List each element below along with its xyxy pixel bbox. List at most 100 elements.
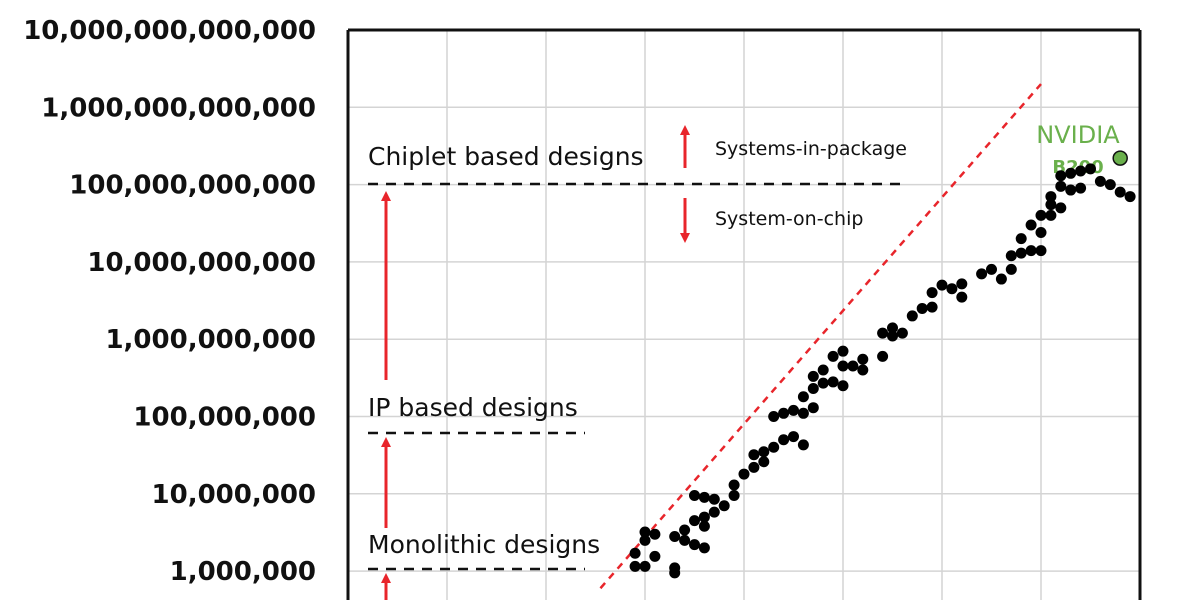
data-point	[1035, 209, 1047, 221]
data-point	[689, 515, 700, 527]
data-point	[689, 539, 700, 551]
data-point	[1035, 245, 1047, 257]
data-point	[807, 370, 819, 382]
data-point	[1025, 245, 1037, 257]
data-point	[1045, 191, 1057, 203]
data-point	[877, 327, 889, 339]
data-point	[877, 350, 889, 362]
data-point	[817, 377, 829, 389]
data-point	[807, 402, 819, 414]
data-point	[728, 479, 740, 491]
data-point	[768, 441, 780, 453]
y-tick-label: 1,000,000,000,000	[41, 93, 316, 123]
data-point	[956, 278, 968, 290]
nvidia-b200-point	[1112, 150, 1128, 166]
data-point	[807, 383, 819, 395]
data-point	[708, 493, 720, 505]
data-point	[1065, 167, 1077, 179]
data-point	[896, 327, 908, 339]
data-point	[768, 411, 780, 422]
y-axis-tick-labels: 1,000,000 10,000,000 100,000,000 1,000,000,…	[23, 16, 316, 587]
data-point	[1015, 247, 1027, 259]
data-point	[926, 287, 938, 299]
data-point	[1025, 219, 1037, 231]
data-point	[1015, 233, 1027, 245]
data-point	[847, 360, 859, 372]
data-point	[837, 360, 849, 372]
data-point	[857, 364, 869, 376]
system-on-chip-label: System-on-chip	[715, 208, 863, 230]
data-point	[1075, 182, 1087, 194]
data-point	[837, 345, 849, 357]
data-point	[827, 350, 839, 362]
data-point	[708, 506, 720, 518]
data-point	[946, 283, 958, 295]
data-point	[857, 353, 869, 365]
data-point	[778, 434, 790, 446]
data-point	[698, 491, 710, 503]
data-point	[1104, 179, 1116, 191]
data-point	[1045, 199, 1057, 211]
y-tick-label: 100,000,000,000	[69, 171, 316, 201]
y-tick-label: 1,000,000	[170, 557, 316, 587]
data-point	[698, 542, 710, 554]
data-point	[1055, 180, 1067, 192]
data-point	[1035, 227, 1047, 239]
data-point	[906, 310, 918, 322]
data-point	[1094, 175, 1106, 187]
data-point	[817, 364, 829, 376]
data-point	[1055, 202, 1067, 214]
data-point	[629, 560, 641, 572]
data-point	[748, 461, 760, 473]
ip-designs-label: IP based designs	[368, 393, 578, 422]
data-point	[827, 376, 839, 388]
data-point	[629, 547, 641, 559]
nvidia-label: NVIDIA	[1036, 121, 1120, 149]
monolithic-designs-label: Monolithic designs	[368, 530, 600, 559]
y-tick-label: 100,000,000	[133, 403, 316, 433]
data-point	[797, 407, 809, 419]
data-point	[1055, 170, 1067, 182]
data-point	[778, 407, 790, 419]
data-point	[718, 500, 730, 512]
data-point	[1005, 250, 1017, 262]
data-point	[837, 380, 849, 392]
data-point	[936, 279, 948, 291]
y-tick-label: 10,000,000,000	[87, 248, 316, 278]
data-point	[649, 550, 661, 562]
data-point	[1114, 186, 1126, 198]
data-point	[639, 534, 651, 546]
data-point	[976, 268, 988, 280]
data-point	[689, 490, 700, 502]
data-point	[758, 446, 770, 458]
data-point	[986, 263, 997, 275]
data-point	[797, 391, 809, 403]
data-point	[639, 560, 651, 572]
data-point	[788, 431, 799, 443]
data-point	[698, 520, 710, 532]
data-points	[629, 150, 1136, 579]
data-point	[1085, 163, 1096, 175]
data-point	[639, 526, 651, 538]
data-point	[649, 528, 661, 540]
data-point	[788, 404, 799, 416]
data-point	[1065, 184, 1077, 196]
data-point	[679, 524, 691, 536]
grid-lines	[348, 30, 1140, 600]
data-point	[887, 330, 898, 342]
data-point	[995, 273, 1007, 285]
data-point	[698, 511, 710, 523]
data-point	[669, 567, 681, 579]
y-tick-label: 10,000,000,000,000	[23, 16, 316, 46]
data-point	[1124, 191, 1136, 203]
data-point	[1075, 165, 1087, 177]
data-point	[1045, 209, 1057, 221]
data-point	[679, 534, 691, 546]
data-point	[728, 490, 740, 502]
chiplet-designs-label: Chiplet based designs	[368, 142, 644, 171]
data-point	[956, 291, 968, 303]
data-point	[748, 449, 760, 461]
data-point	[738, 468, 750, 480]
data-point	[926, 301, 938, 313]
